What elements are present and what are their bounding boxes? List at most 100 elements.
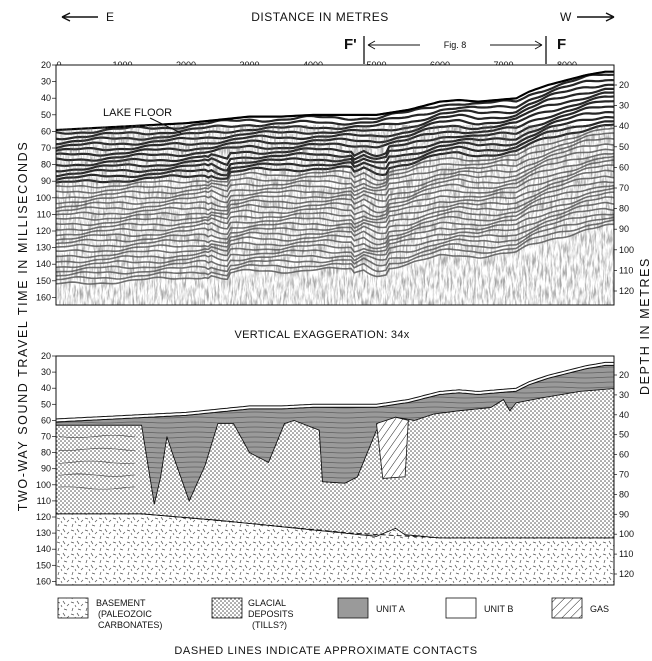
upper-panel-frame bbox=[55, 64, 615, 306]
time-tick-label: 70 bbox=[41, 432, 51, 442]
legend-label: BASEMENT bbox=[96, 598, 146, 608]
depth-tick-label: 30 bbox=[619, 101, 629, 111]
legend-label: UNIT B bbox=[484, 604, 513, 614]
depth-tick-label: 100 bbox=[619, 245, 634, 255]
depth-tick-label: 20 bbox=[619, 80, 629, 90]
legend-label: DEPOSITS bbox=[248, 609, 294, 619]
header: E DISTANCE IN METRES W F' F Fig. 8 bbox=[61, 10, 615, 64]
time-tick-label: 60 bbox=[41, 415, 51, 425]
f-label: F bbox=[557, 36, 566, 53]
depth-tick-label: 80 bbox=[619, 204, 629, 214]
time-tick-label: 50 bbox=[41, 399, 51, 409]
time-tick-label: 90 bbox=[41, 176, 51, 186]
lake-floor-label: LAKE FLOOR bbox=[103, 107, 172, 119]
legend-item-basement: BASEMENT (PALEOZOIC CARBONATES) bbox=[57, 597, 162, 630]
time-tick-label: 80 bbox=[41, 160, 51, 170]
time-tick-label: 140 bbox=[36, 259, 51, 269]
footer-note: DASHED LINES INDICATE APPROXIMATE CONTAC… bbox=[174, 645, 477, 657]
unit-a-layer-line bbox=[58, 486, 136, 490]
lower-panel-frame bbox=[55, 355, 615, 586]
time-tick-label: 130 bbox=[36, 528, 51, 538]
depth-tick-label: 70 bbox=[619, 183, 629, 193]
depth-tick-label: 100 bbox=[619, 529, 634, 539]
depth-tick-label: 90 bbox=[619, 509, 629, 519]
time-tick-label: 30 bbox=[41, 77, 51, 87]
legend: BASEMENT (PALEOZOIC CARBONATES) GLACIAL … bbox=[57, 597, 609, 630]
upper-panel: LAKE FLOOR bbox=[55, 64, 615, 306]
time-tick-label: 160 bbox=[36, 292, 51, 302]
f-prime-label: F' bbox=[344, 36, 357, 53]
east-label: E bbox=[106, 10, 114, 24]
vertical-exaggeration: VERTICAL EXAGGERATION: 34x bbox=[234, 329, 409, 341]
depth-tick-label: 20 bbox=[619, 370, 629, 380]
depth-tick-label: 60 bbox=[619, 162, 629, 172]
time-tick-label: 120 bbox=[36, 226, 51, 236]
legend-swatch-gas bbox=[551, 597, 583, 619]
depth-tick-label: 40 bbox=[619, 410, 629, 420]
unit-a-layer-line bbox=[58, 460, 136, 464]
right-axis-title: DEPTH IN METRES bbox=[638, 257, 652, 395]
legend-swatch-basement bbox=[57, 597, 89, 619]
legend-label: GAS bbox=[590, 604, 609, 614]
time-tick-label: 70 bbox=[41, 143, 51, 153]
seismic-noise-texture bbox=[56, 125, 614, 305]
legend-swatch-unit-b bbox=[445, 597, 477, 619]
time-tick-label: 110 bbox=[37, 209, 51, 219]
time-tick-label: 110 bbox=[37, 496, 51, 506]
time-tick-label: 50 bbox=[41, 110, 51, 120]
time-tick-label: 140 bbox=[36, 544, 51, 554]
depth-tick-label: 120 bbox=[619, 286, 634, 296]
unit-a-layer-line bbox=[58, 447, 136, 451]
time-tick-label: 120 bbox=[36, 512, 51, 522]
distance-title: DISTANCE IN METRES bbox=[251, 10, 388, 24]
west-arrow-icon bbox=[577, 12, 615, 22]
west-label: W bbox=[560, 10, 572, 24]
depth-tick-label: 50 bbox=[619, 430, 629, 440]
time-tick-label: 40 bbox=[41, 383, 51, 393]
time-tick-label: 90 bbox=[41, 464, 51, 474]
legend-item-glacial: GLACIAL DEPOSITS (TILLS?) bbox=[211, 597, 294, 630]
unit-a-layer-line bbox=[58, 473, 136, 477]
water-column bbox=[56, 65, 614, 129]
legend-swatch-unit-a bbox=[337, 597, 369, 619]
time-tick-label: 60 bbox=[41, 126, 51, 136]
east-arrow-icon bbox=[61, 12, 98, 22]
legend-label: CARBONATES) bbox=[98, 620, 162, 630]
lake-floor-pointer bbox=[149, 117, 182, 134]
depth-tick-label: 90 bbox=[619, 224, 629, 234]
time-tick-label: 30 bbox=[41, 367, 51, 377]
time-tick-label: 100 bbox=[36, 480, 51, 490]
legend-item-gas: GAS bbox=[551, 597, 609, 619]
depth-tick-label: 120 bbox=[619, 569, 634, 579]
legend-item-unit-a: UNIT A bbox=[337, 597, 405, 619]
unit-a-layer-line bbox=[58, 434, 136, 439]
depth-tick-label: 60 bbox=[619, 450, 629, 460]
depth-tick-label: 50 bbox=[619, 142, 629, 152]
time-tick-label: 100 bbox=[36, 193, 51, 203]
legend-swatch-glacial bbox=[211, 597, 243, 619]
legend-label: GLACIAL bbox=[248, 598, 286, 608]
y-axis-ticks: 20 30 40 50 60 70 80 90 100 110 120 130 140 150 160 20 3… bbox=[36, 60, 634, 586]
depth-tick-label: 80 bbox=[619, 489, 629, 499]
time-tick-label: 150 bbox=[36, 276, 51, 286]
legend-label: (TILLS?) bbox=[252, 620, 287, 630]
approximate-contact-line bbox=[141, 513, 614, 539]
time-tick-label: 150 bbox=[36, 560, 51, 570]
legend-label: (PALEOZOIC bbox=[98, 609, 152, 619]
lower-panel bbox=[55, 355, 615, 586]
fig-ref-label: Fig. 8 bbox=[444, 40, 467, 50]
gas-region bbox=[376, 416, 409, 479]
time-tick-label: 20 bbox=[41, 60, 51, 70]
time-tick-label: 130 bbox=[36, 243, 51, 253]
legend-label: UNIT A bbox=[376, 604, 405, 614]
depth-tick-label: 40 bbox=[619, 121, 629, 131]
depth-tick-label: 70 bbox=[619, 470, 629, 480]
left-axis-title: TWO-WAY SOUND TRAVEL TIME IN MILLISECOND… bbox=[16, 141, 30, 512]
depth-tick-label: 30 bbox=[619, 390, 629, 400]
time-tick-label: 80 bbox=[41, 448, 51, 458]
legend-item-unit-b: UNIT B bbox=[445, 597, 513, 619]
time-tick-label: 40 bbox=[41, 93, 51, 103]
time-tick-label: 160 bbox=[36, 576, 51, 586]
unit-b-region bbox=[56, 361, 614, 423]
